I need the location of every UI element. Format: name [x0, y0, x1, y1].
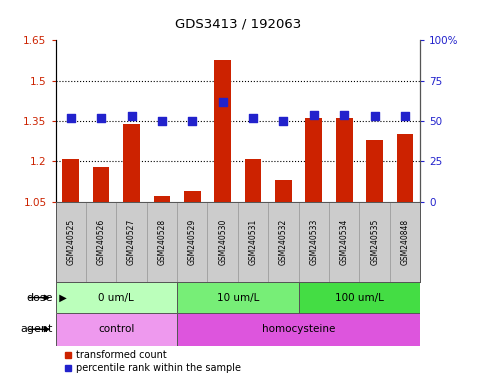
Bar	[123, 124, 140, 202]
Text: GDS3413 / 192063: GDS3413 / 192063	[175, 17, 301, 30]
Text: homocysteine: homocysteine	[262, 324, 335, 334]
Point	[158, 118, 166, 124]
Bar	[214, 61, 231, 202]
Bar	[298, 202, 329, 282]
Bar	[154, 196, 170, 202]
Bar	[238, 202, 268, 282]
Text: GSM240528: GSM240528	[157, 219, 167, 265]
Bar	[56, 282, 177, 313]
Text: GSM240532: GSM240532	[279, 219, 288, 265]
Legend: transformed count, percentile rank within the sample: transformed count, percentile rank withi…	[60, 346, 245, 377]
Point	[371, 113, 379, 119]
Point	[249, 115, 257, 121]
Bar	[305, 118, 322, 202]
Point	[310, 111, 318, 118]
Point	[67, 115, 74, 121]
Bar	[177, 202, 208, 282]
Bar	[116, 202, 147, 282]
Bar	[390, 202, 420, 282]
Bar	[336, 118, 353, 202]
Text: GSM240531: GSM240531	[249, 219, 257, 265]
Text: 100 um/L: 100 um/L	[335, 293, 384, 303]
Text: GSM240533: GSM240533	[309, 219, 318, 265]
Text: GSM240535: GSM240535	[370, 219, 379, 265]
Text: GSM240526: GSM240526	[97, 219, 106, 265]
Bar	[56, 313, 177, 346]
Bar	[184, 191, 200, 202]
Text: 10 um/L: 10 um/L	[217, 293, 259, 303]
Text: dose: dose	[27, 293, 53, 303]
Text: GSM240534: GSM240534	[340, 219, 349, 265]
Bar	[275, 180, 292, 202]
Bar	[177, 282, 298, 313]
Bar	[177, 313, 420, 346]
Bar	[208, 202, 238, 282]
Bar	[86, 202, 116, 282]
Text: ▶: ▶	[53, 293, 67, 303]
Text: GSM240527: GSM240527	[127, 219, 136, 265]
Text: GSM240525: GSM240525	[66, 219, 75, 265]
Text: GSM240529: GSM240529	[188, 219, 197, 265]
Point	[128, 113, 135, 119]
Text: agent: agent	[21, 324, 53, 334]
Point	[219, 99, 227, 105]
Bar	[397, 134, 413, 202]
Bar	[359, 202, 390, 282]
Text: GSM240848: GSM240848	[400, 219, 410, 265]
Bar	[62, 159, 79, 202]
Point	[97, 115, 105, 121]
Point	[401, 113, 409, 119]
Text: GSM240530: GSM240530	[218, 219, 227, 265]
Text: control: control	[98, 324, 134, 334]
Bar	[245, 159, 261, 202]
Point	[188, 118, 196, 124]
Bar	[329, 202, 359, 282]
Text: 0 um/L: 0 um/L	[99, 293, 134, 303]
Point	[280, 118, 287, 124]
Bar	[93, 167, 110, 202]
Bar	[298, 282, 420, 313]
Point	[341, 111, 348, 118]
Bar	[56, 202, 86, 282]
Bar	[366, 140, 383, 202]
Bar	[268, 202, 298, 282]
Bar	[147, 202, 177, 282]
